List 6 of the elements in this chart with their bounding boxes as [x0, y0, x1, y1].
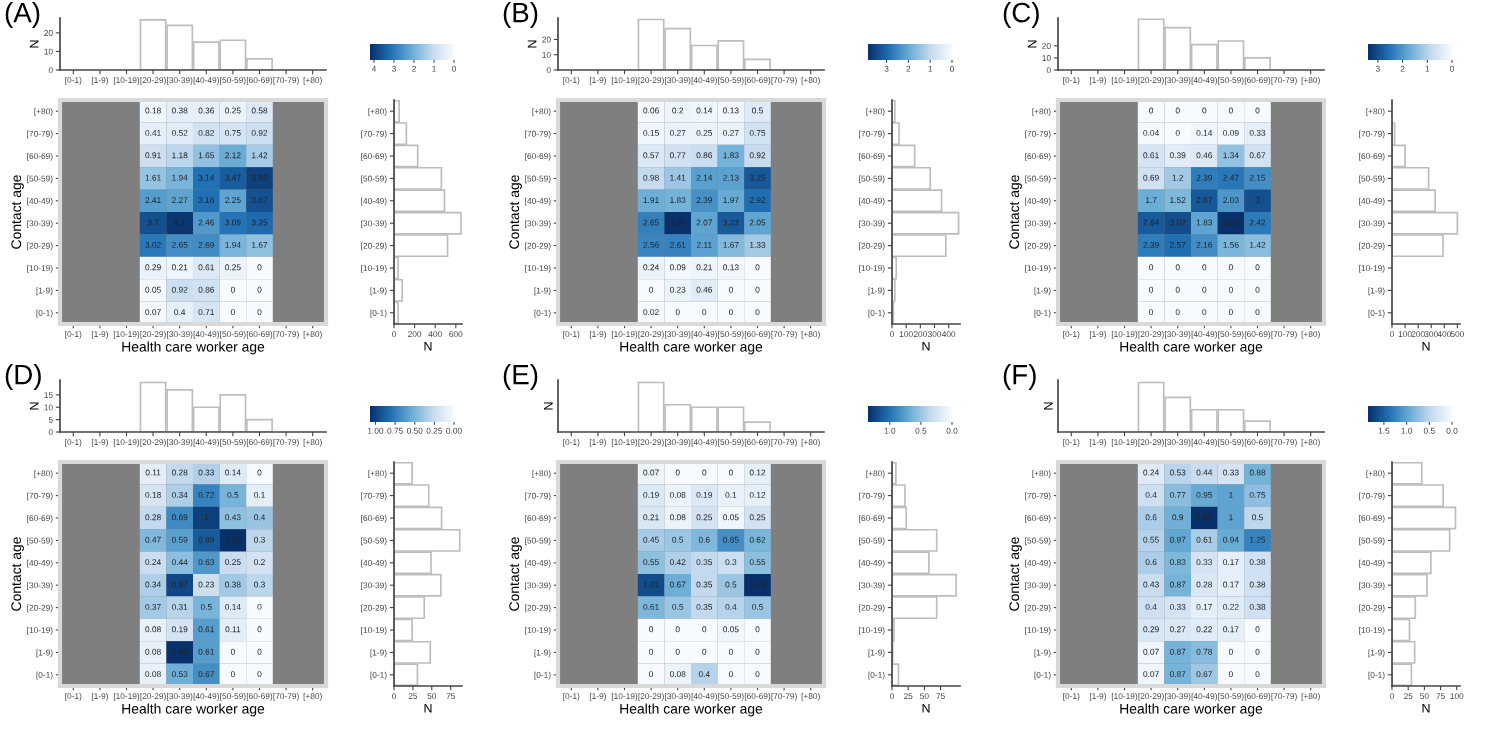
- chart-title: (B): [503, 2, 538, 28]
- chart-title: (C): [1003, 2, 1039, 28]
- chart-title: (E): [503, 364, 538, 390]
- chart-title: (D): [5, 364, 41, 390]
- chart-title: (F): [1003, 364, 1036, 390]
- chart-title: (A): [5, 2, 40, 28]
